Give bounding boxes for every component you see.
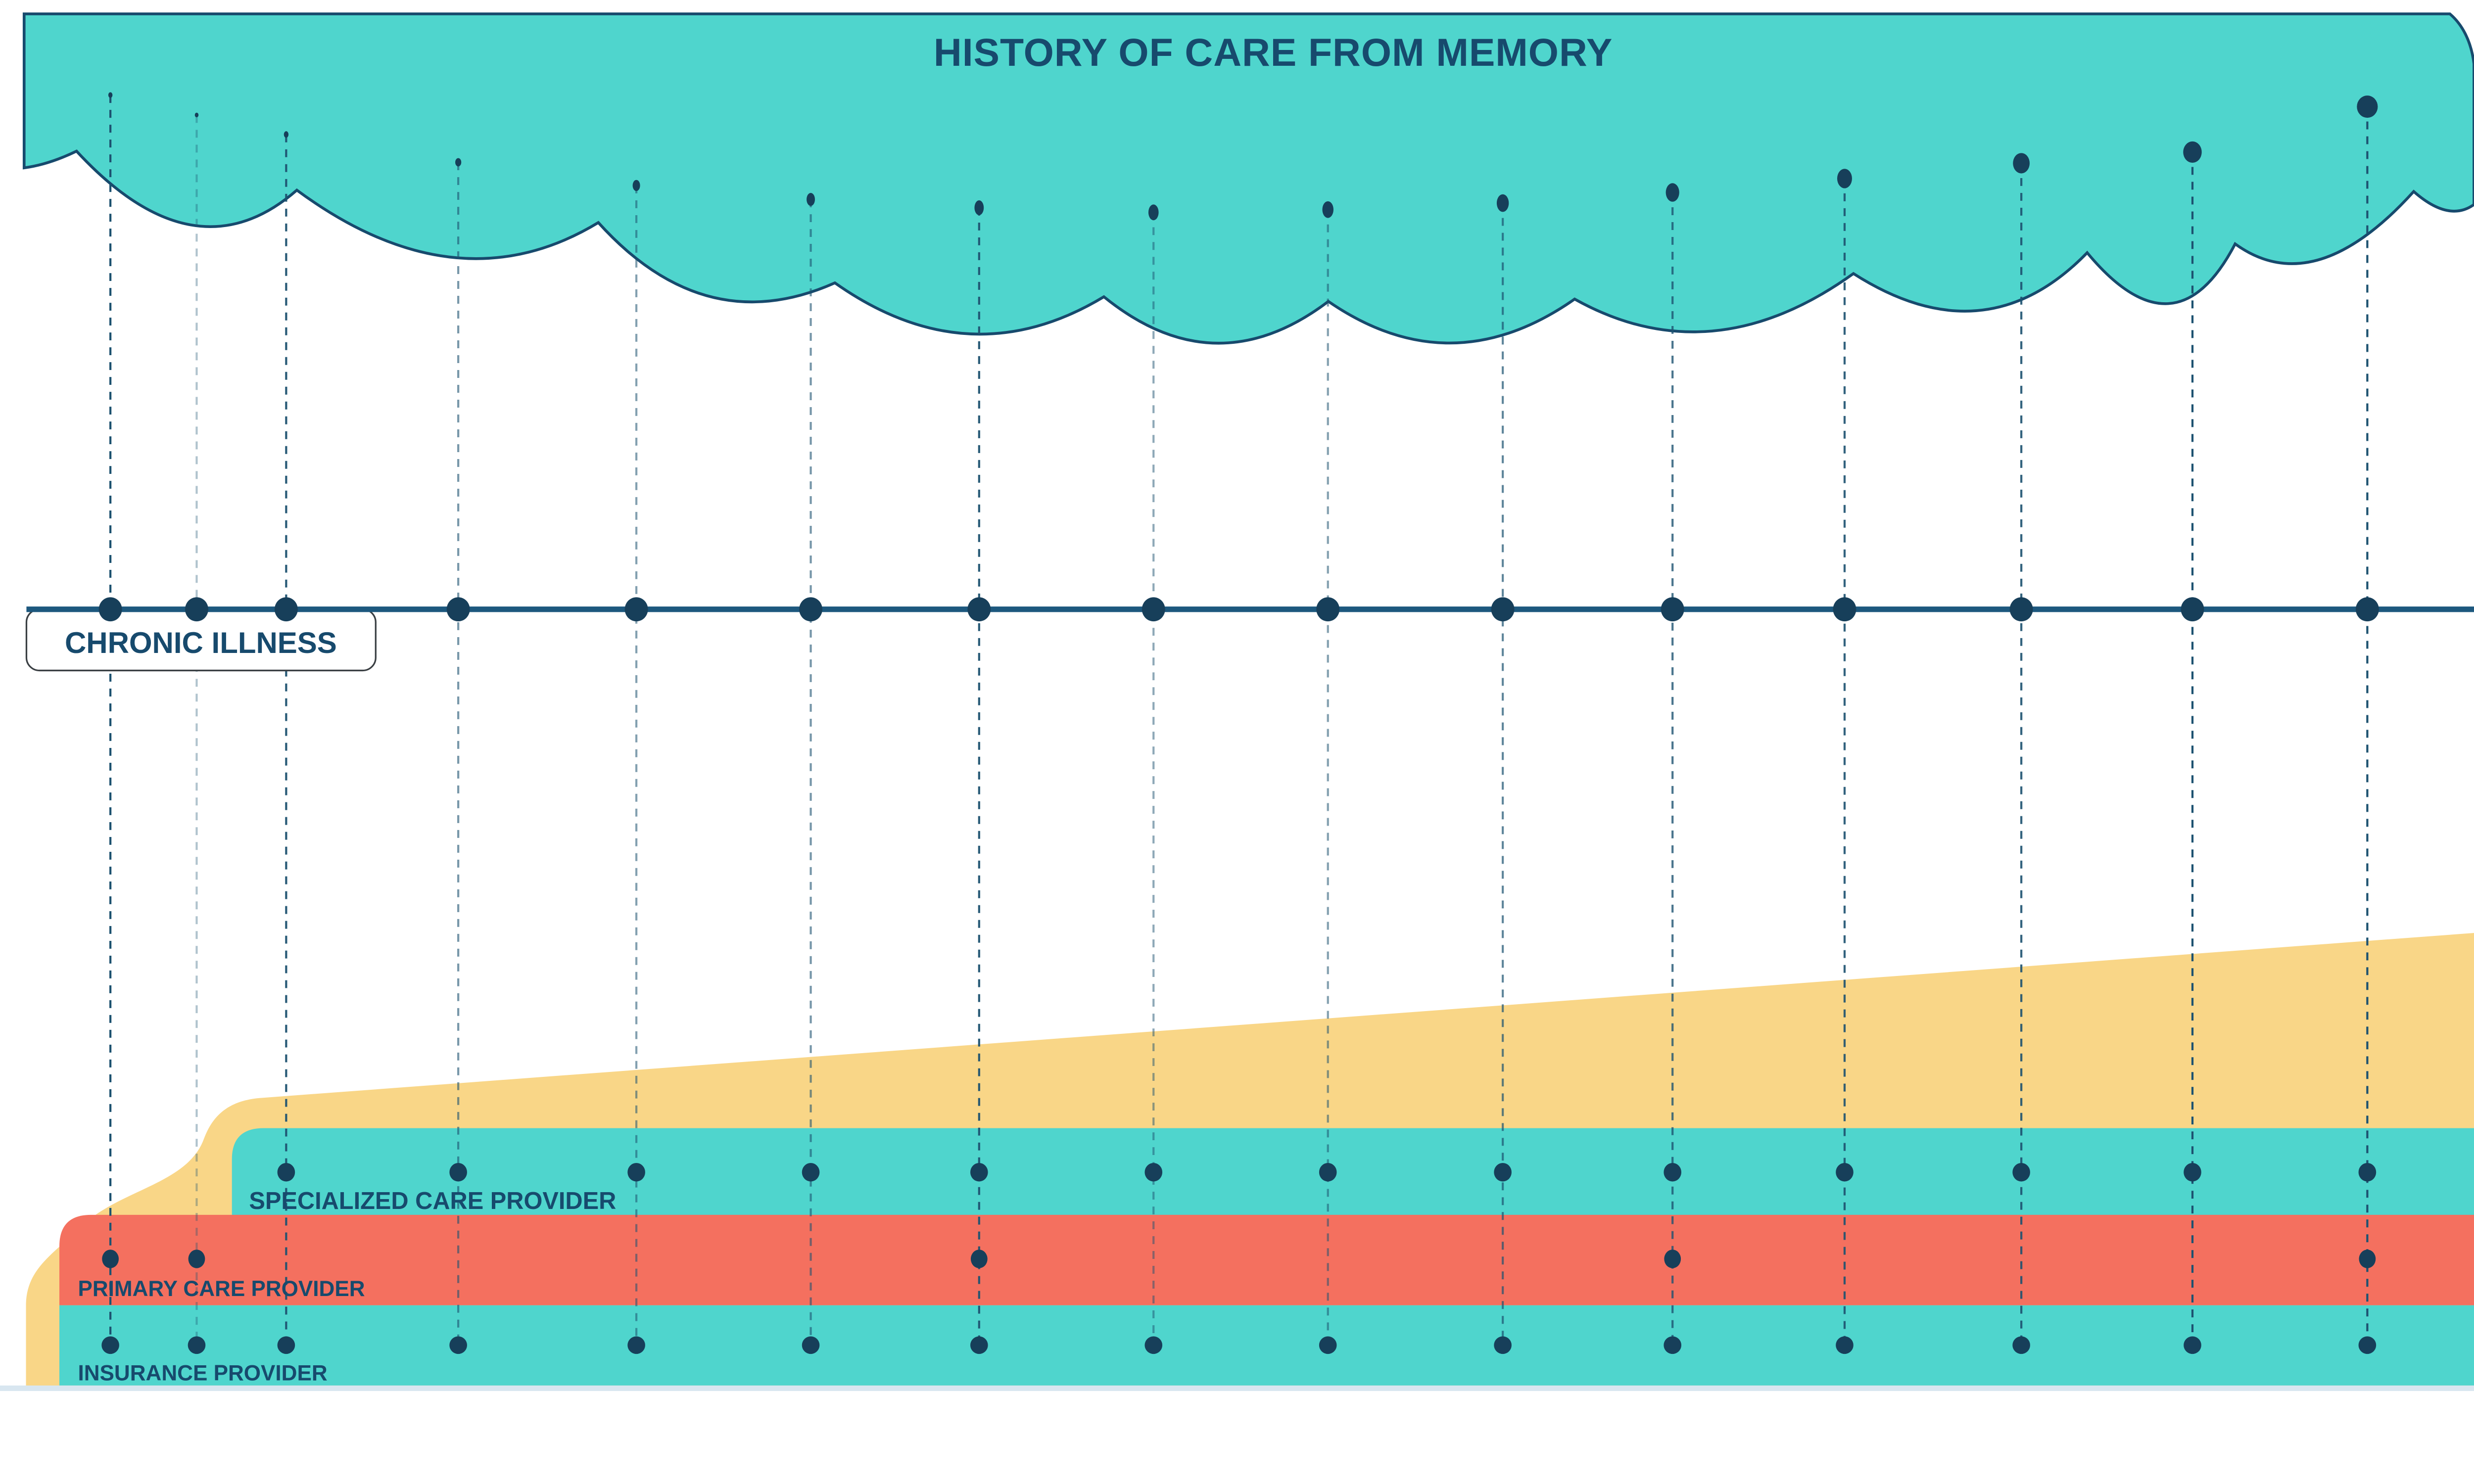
infographic-stage: HISTORY OF CARE FROM MEMORY CHRONIC ILLN… [0,12,2474,1391]
chronic-illness-dot [185,597,208,622]
insurance-dot [1494,1336,1512,1354]
memory-dot [194,112,199,118]
primary-care-dot [102,1250,119,1268]
insurance-dot [627,1336,645,1354]
memory-dot [1496,194,1509,212]
insurance-dot [188,1336,206,1354]
memory-dot [1665,183,1679,202]
primary-band-label: PRIMARY CARE PROVIDER [78,1277,365,1301]
insurance-dot [802,1336,820,1354]
insurance-dot [1836,1336,1854,1354]
primary-care-dot [1664,1250,1681,1268]
memory-dot [284,131,289,138]
insurance-dot [277,1336,295,1354]
insurance-band-label: INSURANCE PROVIDER [78,1361,327,1386]
event-dots [98,92,2379,1354]
timeline-event-dots [967,200,991,1354]
insurance-dot [101,1336,119,1354]
primary-care-dot [2359,1250,2376,1268]
chronic-illness-dot [1491,597,1515,622]
memory-dot [1148,204,1159,221]
memory-dot [2357,95,2378,118]
chronic-illness-dot [1316,597,1340,622]
chronic-illness-dot [1142,597,1165,622]
specialized-care-dot [2012,1162,2030,1182]
chronic-illness-dot [624,597,648,622]
timeline-event-dots [1491,194,1515,1354]
insurance-dot [1144,1336,1163,1354]
chronic-illness-dot [1833,597,1856,622]
specialized-band-label: SPECIALIZED CARE PROVIDER [249,1188,616,1214]
insurance-dot [2012,1336,2030,1354]
chronic-illness-dot [274,597,298,622]
bottom-strip [0,1385,2474,1391]
timeline-event-dots [2355,95,2379,1354]
timeline-event-dots [274,131,298,1354]
specialized-care-dot [1319,1162,1337,1182]
memory-cloud [22,12,2474,345]
specialized-care-dot [277,1162,295,1182]
memory-dot [1837,169,1852,188]
insurance-dot [2358,1336,2377,1354]
timeline-event-dots [1142,204,1165,1354]
timeline-event-dots [1833,169,1856,1354]
chronic-illness-dot [799,597,822,622]
dashed-timelines [109,95,2369,1345]
memory-dot [974,200,984,215]
primary-care-dot [188,1250,205,1268]
timeline-event-dots [185,112,208,1354]
memory-dot [108,92,113,98]
insurance-dot [449,1336,467,1354]
chronic-illness-dot [2009,597,2033,622]
insurance-dot [1319,1336,1337,1354]
timeline-event-dots [799,192,822,1354]
memory-dot [1322,201,1333,218]
timeline-event-dots [1661,183,1684,1354]
timeline-event-dots [446,158,470,1354]
timeline-event-dots [2181,141,2204,1354]
chronic-illness-label: CHRONIC ILLNESS [65,626,337,659]
specialized-band [232,1128,2474,1216]
insurance-dot [1664,1336,1682,1354]
memory-dot [455,158,462,167]
memory-dot [2013,153,2030,174]
timeline-event-dots [2009,153,2033,1354]
timeline-event-dots [624,180,648,1354]
insurance-dot [2184,1336,2201,1354]
specialized-care-dot [449,1162,467,1182]
primary-band [59,1214,2474,1305]
chronic-illness-dot [446,597,470,622]
chronic-illness-dot [967,597,991,622]
primary-care-dot [970,1250,988,1268]
chronic-illness-dot [2355,597,2379,622]
specialized-care-dot [627,1162,645,1182]
chronic-illness-dot [2181,597,2204,622]
specialized-care-dot [2184,1162,2201,1182]
specialized-care-dot [1494,1162,1512,1182]
specialized-care-dot [1664,1162,1682,1182]
memory-dot [2183,141,2202,163]
timeline-event-dots [1316,201,1340,1354]
timeline-event-dots [98,92,122,1354]
insurance-band [59,1305,2474,1386]
page-title: HISTORY OF CARE FROM MEMORY [934,31,1613,74]
specialized-care-dot [970,1162,988,1182]
history-of-care-diagram: HISTORY OF CARE FROM MEMORY CHRONIC ILLN… [0,12,2474,1391]
specialized-care-dot [802,1162,820,1182]
chronic-illness-dot [1661,597,1684,622]
specialized-care-dot [1144,1162,1163,1182]
memory-dot [632,180,640,191]
memory-dot [807,192,815,206]
specialized-care-dot [1836,1162,1854,1182]
chronic-illness-dot [98,597,122,622]
insurance-dot [970,1336,988,1354]
specialized-care-dot [2358,1162,2377,1182]
